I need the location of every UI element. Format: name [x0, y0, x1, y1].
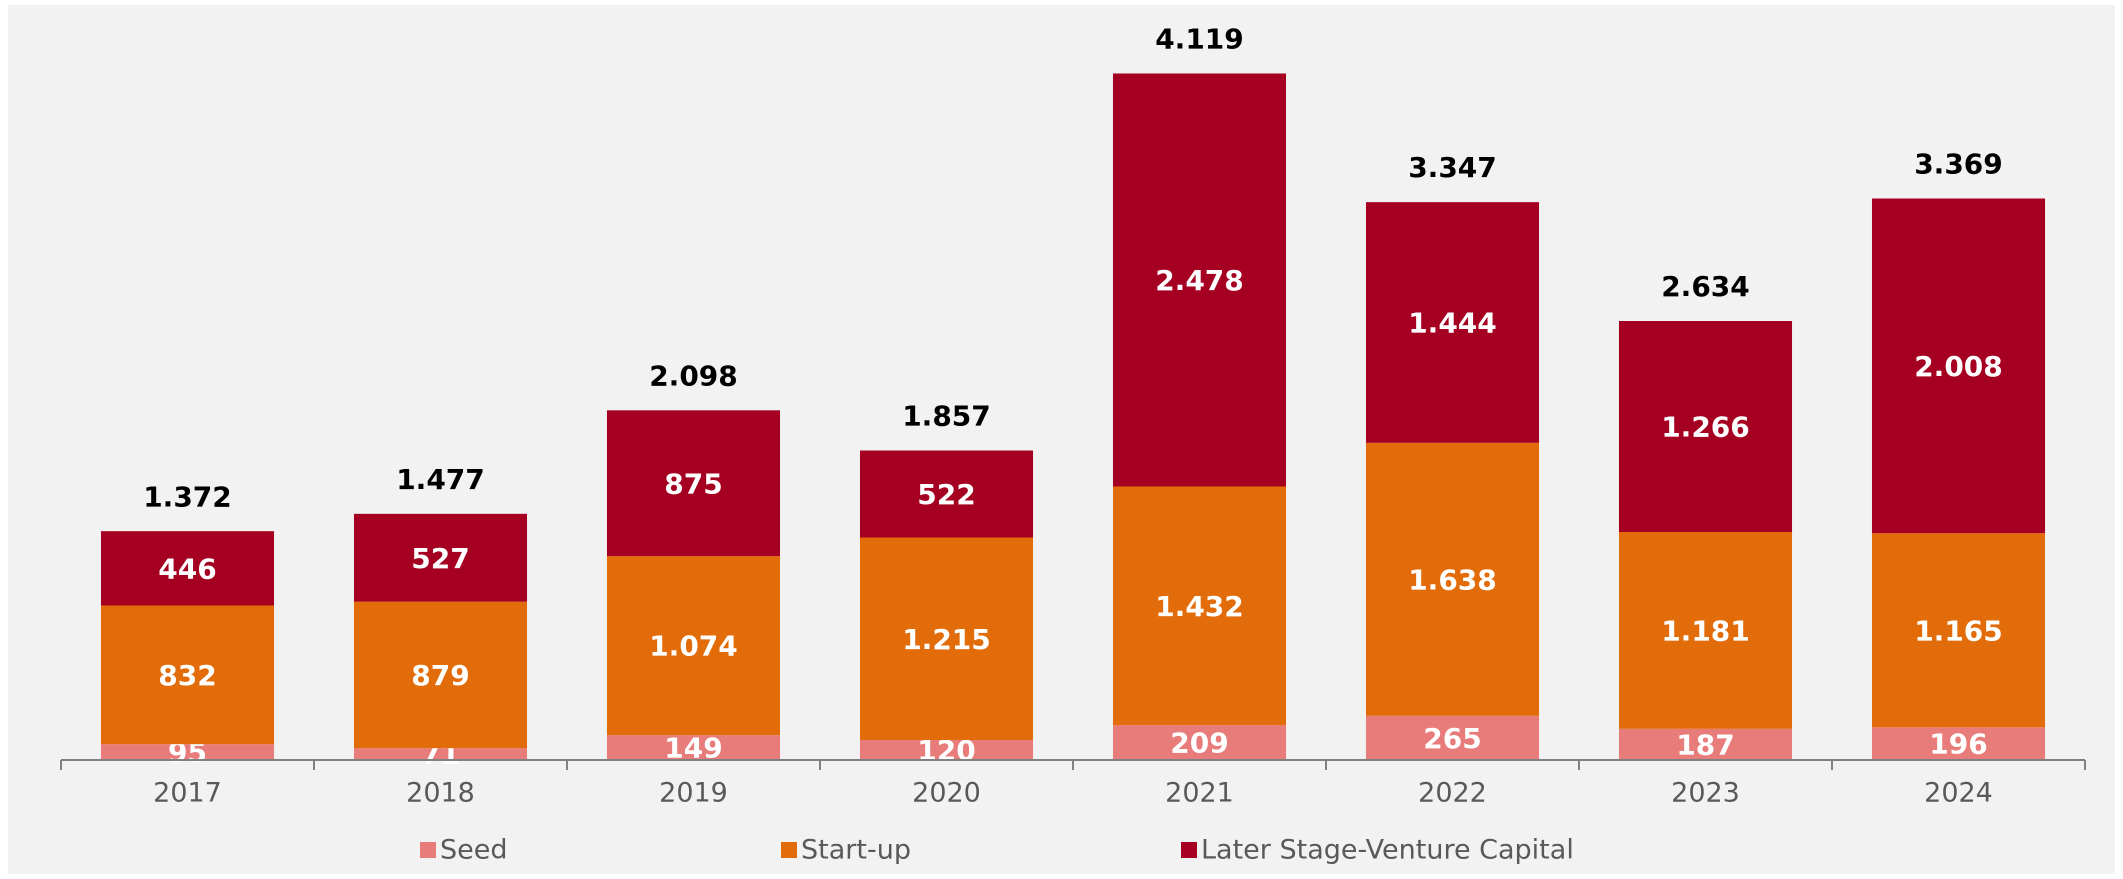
x-tick-label: 2022 [1418, 778, 1487, 809]
legend-swatch [1181, 842, 1197, 858]
data-label: 196 [1929, 728, 1987, 761]
bar-segment [353, 513, 528, 602]
x-tick-label: 2021 [1165, 778, 1234, 809]
total-label: 3.369 [1914, 148, 2003, 181]
x-tick-label: 2024 [1924, 778, 1993, 809]
data-label: 1.638 [1408, 563, 1497, 596]
data-label: 187 [1676, 728, 1734, 761]
total-label: 2.634 [1661, 270, 1750, 303]
bar-segment [1112, 73, 1287, 487]
data-label: 832 [158, 659, 216, 692]
bar-segment [1618, 321, 1793, 532]
bar-segment [859, 537, 1034, 740]
bar-segment [353, 601, 528, 749]
bar-segment [606, 556, 781, 736]
bar-segment [606, 735, 781, 760]
bar-segment [100, 605, 275, 745]
total-label: 1.372 [143, 480, 232, 513]
bar-segment [859, 450, 1034, 538]
bar-segment [1112, 725, 1287, 760]
data-label: 2.008 [1914, 350, 2003, 383]
total-label: 2.098 [649, 359, 738, 392]
legend-label: Later Stage-Venture Capital [1201, 835, 1574, 866]
bar-segment [1365, 202, 1540, 443]
total-label: 4.119 [1155, 23, 1244, 56]
data-label: 209 [1170, 727, 1228, 760]
legend-label: Seed [440, 835, 508, 866]
legend-swatch [420, 842, 436, 858]
data-label: 1.074 [649, 630, 738, 663]
data-label: 265 [1423, 722, 1481, 755]
legend-label: Start-up [801, 835, 911, 866]
bar-segment [1871, 198, 2046, 534]
bar-segment [1618, 728, 1793, 760]
bar-segment [1618, 532, 1793, 729]
bar-segment [1871, 533, 2046, 728]
data-label: 879 [411, 659, 469, 692]
total-label: 1.477 [396, 463, 485, 496]
total-label: 3.347 [1408, 151, 1497, 184]
plot-background [8, 5, 2115, 874]
x-tick-label: 2019 [659, 778, 728, 809]
bar-segment [1112, 486, 1287, 726]
bar-segment [606, 410, 781, 557]
data-label: 1.266 [1661, 411, 1750, 444]
x-tick-label: 2023 [1671, 778, 1740, 809]
bar-segment [859, 740, 1034, 760]
x-tick-label: 2018 [406, 778, 475, 809]
x-tick-label: 2017 [153, 778, 222, 809]
x-tick-label: 2020 [912, 778, 981, 809]
data-label: 1.181 [1661, 614, 1750, 647]
data-label: 1.432 [1155, 590, 1244, 623]
data-label: 2.478 [1155, 264, 1244, 297]
data-label: 1.165 [1914, 614, 2003, 647]
data-label: 1.215 [902, 623, 991, 656]
bar-segment [100, 531, 275, 606]
data-label: 446 [158, 552, 216, 585]
bar-segment [353, 748, 528, 760]
bar-segment [1365, 442, 1540, 716]
data-label: 875 [664, 467, 722, 500]
bar-segment [1365, 715, 1540, 760]
data-label: 527 [411, 542, 469, 575]
bar-segment [1871, 727, 2046, 760]
legend-swatch [781, 842, 797, 858]
data-label: 522 [917, 478, 975, 511]
data-label: 1.444 [1408, 307, 1497, 340]
total-label: 1.857 [902, 400, 991, 433]
bar-segment [100, 744, 275, 760]
